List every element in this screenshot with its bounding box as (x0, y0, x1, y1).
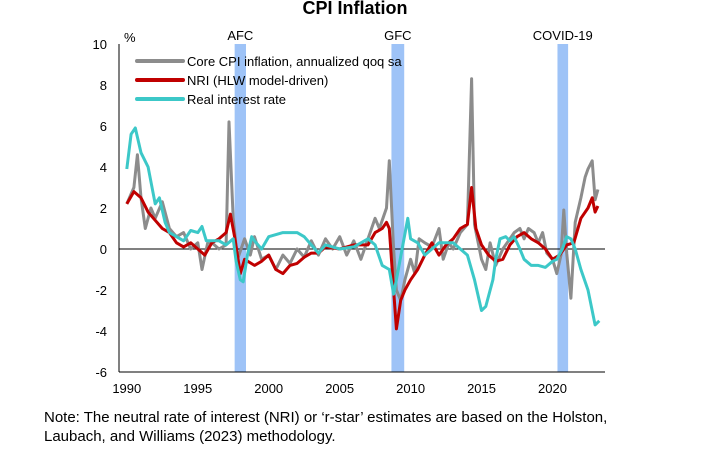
x-tick-label: 2010 (396, 381, 425, 396)
y-tick-label: -6 (95, 365, 107, 380)
y-tick-label: 0 (100, 242, 107, 257)
x-tick-label: 2000 (254, 381, 283, 396)
chart-title: CPI Inflation (303, 0, 408, 18)
cpi-inflation-chart: CPI Inflation % AFC GFC COVID-19 -6 -4 -2 0 2 4… (93, 0, 605, 396)
y-tick-label: 8 (100, 78, 107, 93)
shaded-period-label: GFC (384, 28, 411, 43)
series-line-0 (125, 77, 600, 302)
legend-label: Real interest rate (187, 92, 286, 107)
shaded-period-afc (234, 44, 246, 372)
series-line-2 (125, 126, 601, 327)
series-line-1 (125, 186, 600, 331)
shaded-period-label: AFC (227, 28, 253, 43)
note-line-1: Note: The neutral rate of interest (NRI)… (44, 409, 608, 426)
x-tick-label: 2020 (538, 381, 567, 396)
shaded-period-label: COVID-19 (533, 28, 593, 43)
y-unit-label: % (124, 30, 136, 45)
x-tick-label: 2005 (325, 381, 354, 396)
shaded-period-covid-19 (557, 44, 569, 372)
y-tick-label: 2 (100, 201, 107, 216)
y-tick-label: 10 (93, 37, 107, 52)
x-tick-label: 1995 (183, 381, 212, 396)
y-tick-label: -2 (95, 283, 107, 298)
x-tick-label: 2015 (467, 381, 496, 396)
y-tick-label: 4 (100, 160, 107, 175)
legend-label: Core CPI inflation, annualized qoq sa (187, 54, 402, 69)
legend-label: NRI (HLW model-driven) (187, 73, 328, 88)
x-tick-label: 1990 (112, 381, 141, 396)
y-tick-label: 6 (100, 119, 107, 134)
y-tick-label: -4 (95, 324, 107, 339)
note-line-2: Laubach, and Williams (2023) methodology… (44, 428, 336, 445)
